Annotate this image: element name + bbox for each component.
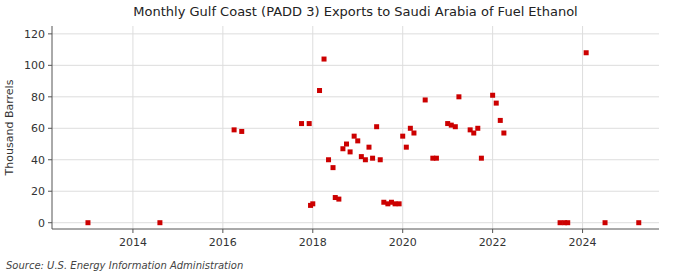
y-grid-line: [52, 33, 659, 34]
y-tick: [48, 128, 52, 129]
point: [475, 126, 480, 131]
chart: 0 20 40 60 80 100 120 2014 2016 2018 2020 2022 2024 M…: [0, 0, 675, 275]
y-tick-label: 100: [24, 59, 45, 72]
x-tick-label: 2024: [569, 236, 597, 249]
point: [408, 126, 413, 131]
y-grid-line: [52, 128, 659, 129]
x-axis-line: [52, 229, 659, 230]
point: [317, 88, 322, 93]
point: [85, 220, 90, 225]
y-grid-line: [52, 65, 659, 66]
point: [378, 157, 383, 162]
point: [157, 220, 162, 225]
y-axis-line: [52, 26, 53, 229]
y-tick-label: 20: [31, 185, 45, 198]
point: [322, 57, 327, 62]
y-tick: [48, 222, 52, 223]
x-grid-line: [402, 26, 403, 229]
x-tick: [222, 229, 223, 233]
point: [490, 93, 495, 98]
point: [355, 138, 360, 143]
point: [636, 220, 641, 225]
point: [366, 145, 371, 150]
y-grid-line: [52, 96, 659, 97]
point: [307, 121, 312, 126]
y-tick: [48, 159, 52, 160]
y-tick: [48, 96, 52, 97]
title: Monthly Gulf Coast (PADD 3) Exports to S…: [133, 4, 577, 19]
point: [310, 201, 315, 206]
point: [453, 124, 458, 129]
point: [603, 220, 608, 225]
points: [85, 50, 641, 225]
point: [336, 197, 341, 202]
point: [331, 165, 336, 170]
y-tick: [48, 191, 52, 192]
y-tick-label: 0: [38, 217, 45, 230]
point: [456, 94, 461, 99]
point: [232, 127, 237, 132]
y-tick-label: 120: [24, 28, 45, 41]
x-grid-line: [582, 26, 583, 229]
point: [344, 142, 349, 147]
point: [239, 129, 244, 134]
grid: [52, 26, 659, 229]
x-tick: [402, 229, 403, 233]
x-tick-label: 2022: [479, 236, 507, 249]
point: [363, 157, 368, 162]
point: [471, 131, 476, 136]
y-tick: [48, 33, 52, 34]
x-tick-label: 2018: [299, 236, 327, 249]
y-tick: [48, 65, 52, 66]
point: [565, 220, 570, 225]
point: [479, 156, 484, 161]
x-tick: [132, 229, 133, 233]
x-grid-line: [492, 26, 493, 229]
x-grid-line: [312, 26, 313, 229]
y-tick-label: 40: [31, 154, 45, 167]
point: [494, 101, 499, 106]
point: [558, 220, 563, 225]
source-note: Source: U.S. Energy Information Administ…: [6, 260, 243, 271]
x-grid-line: [222, 26, 223, 229]
y-grid-line: [52, 191, 659, 192]
point: [423, 97, 428, 102]
x-tick: [582, 229, 583, 233]
point: [400, 134, 405, 139]
point: [326, 157, 331, 162]
x-tick-label: 2016: [209, 236, 237, 249]
point: [352, 134, 357, 139]
axes: 0 20 40 60 80 100 120 2014 2016 2018 2020 2022 2024: [24, 26, 659, 249]
point: [434, 156, 439, 161]
point: [299, 121, 304, 126]
point: [370, 156, 375, 161]
point: [374, 124, 379, 129]
point: [348, 149, 353, 154]
x-tick: [312, 229, 313, 233]
x-tick-label: 2020: [389, 236, 417, 249]
point: [397, 201, 402, 206]
point: [501, 131, 506, 136]
x-grid-line: [132, 26, 133, 229]
y-axis-label: Thousand Barrels: [3, 79, 16, 176]
point: [498, 118, 503, 123]
point: [411, 131, 416, 136]
y-tick-label: 80: [31, 91, 45, 104]
point: [584, 50, 589, 55]
y-tick-label: 60: [31, 122, 45, 135]
x-tick: [492, 229, 493, 233]
y-grid-line: [52, 159, 659, 160]
point: [340, 146, 345, 151]
x-tick-label: 2014: [119, 236, 147, 249]
point: [404, 145, 409, 150]
